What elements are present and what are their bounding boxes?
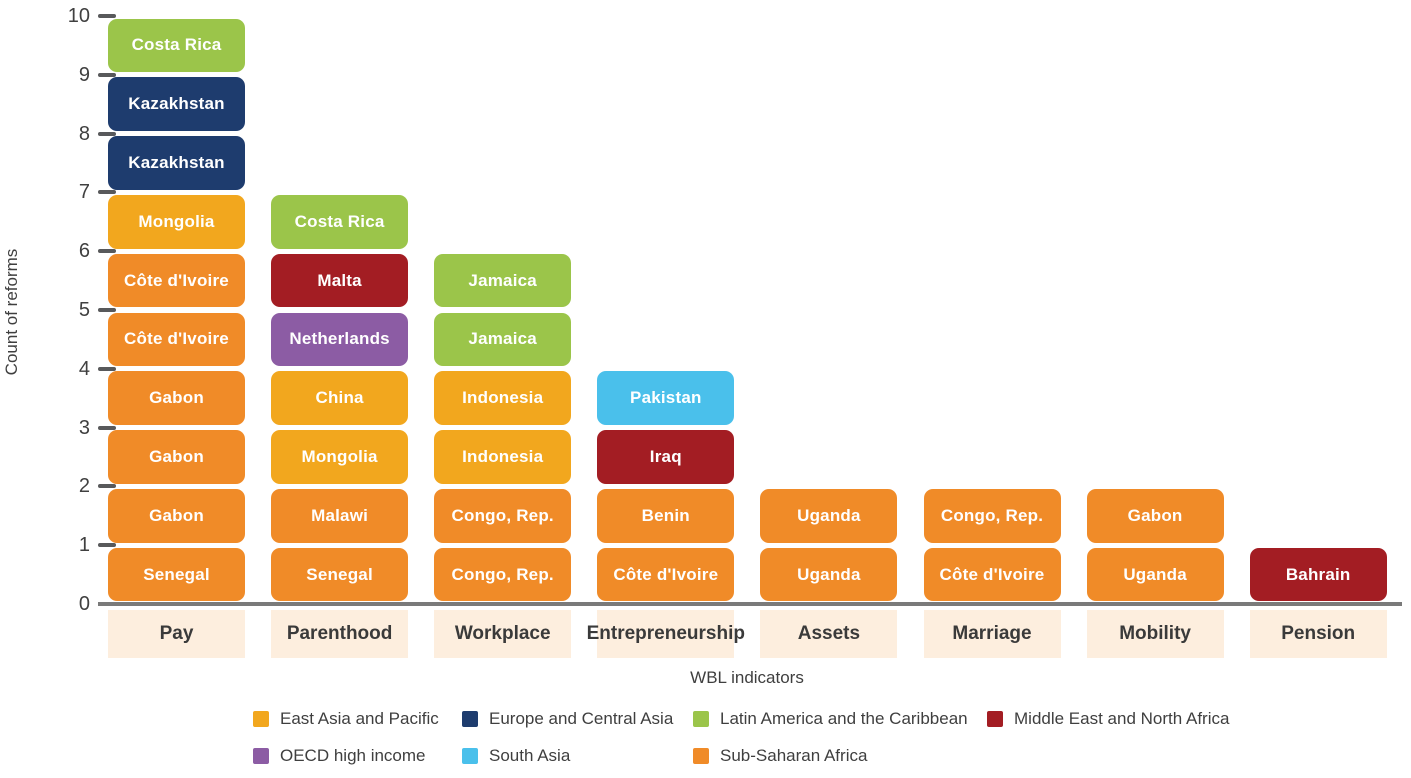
y-tick-label: 5 [78,299,90,321]
y-axis-title: Count of reforms [2,248,21,376]
legend-swatch-icon [693,748,709,764]
y-tick-mark [98,131,116,136]
legend-swatch-icon [693,711,709,727]
y-tick-mark [98,249,116,254]
legend-item-oecd: OECD high income [253,747,426,765]
y-tick-1: 1 [60,533,116,557]
reform-block: Bahrain [1249,547,1387,602]
legend-item-ssa: Sub-Saharan Africa [693,747,867,765]
reform-block: Congo, Rep. [434,547,572,602]
reform-block: Côte d'Ivoire [597,547,735,602]
legend-swatch-icon [987,711,1003,727]
y-tick-9: 9 [60,63,116,87]
reform-block: Senegal [108,547,245,602]
y-tick-label: 10 [67,5,90,27]
legend-swatch-icon [462,748,478,764]
reform-block: Côte d'Ivoire [923,547,1061,602]
y-tick-mark [98,190,116,195]
reform-block: Iraq [597,430,735,484]
reform-block: Uganda [760,488,898,543]
category-label-entrepreneurship: Entrepreneurship [587,610,745,658]
reform-block: Gabon [108,430,245,484]
legend-swatch-icon [253,711,269,727]
reform-block: Jamaica [434,312,572,367]
reform-block: Indonesia [434,430,572,484]
y-tick-label: 2 [78,475,90,498]
y-tick-label: 0 [78,593,90,615]
reform-block: Uganda [1086,547,1224,602]
category-label-pay: Pay [108,610,245,658]
legend-label: Middle East and North Africa [1014,709,1230,728]
reform-block: Jamaica [434,253,572,308]
reform-block: Mongolia [108,194,245,249]
reform-block: Gabon [108,488,245,543]
reform-block: Uganda [760,547,898,602]
reform-block: Kazakhstan [108,77,245,132]
reform-block: Congo, Rep. [923,488,1061,543]
reform-block: Benin [597,488,735,543]
y-tick-4: 4 [60,357,116,381]
reform-block: Gabon [108,371,245,426]
reform-block: Kazakhstan [108,136,245,190]
legend-swatch-icon [253,748,269,764]
reform-block: Malawi [271,488,409,543]
reform-block: Mongolia [271,430,409,484]
legend-label: Latin America and the Caribbean [720,709,968,728]
y-tick-7: 7 [60,180,116,204]
category-label-workplace: Workplace [434,610,572,658]
y-tick-label: 1 [78,534,90,557]
y-tick-6: 6 [60,239,116,263]
category-label-pension: Pension [1249,610,1387,658]
reform-block: Malta [271,253,409,308]
reform-block: Pakistan [597,371,735,426]
legend-label: East Asia and Pacific [280,709,439,728]
reform-block: Costa Rica [108,18,245,73]
reform-block: Côte d'Ivoire [108,253,245,308]
y-tick-label: 4 [78,357,90,380]
reform-block: Congo, Rep. [434,488,572,543]
legend-label: OECD high income [280,746,426,765]
legend-label: South Asia [489,746,571,765]
reform-block: Gabon [1086,488,1224,543]
category-label-marriage: Marriage [923,610,1061,658]
y-tick-mark [98,14,116,18]
category-label-assets: Assets [760,610,898,658]
y-tick-mark [98,366,116,371]
y-tick-mark [98,543,116,548]
x-axis-line [98,602,1402,606]
y-tick-2: 2 [60,474,116,498]
y-tick-label: 6 [78,240,90,263]
legend-item-sa: South Asia [462,747,570,765]
y-tick-mark [98,72,116,77]
legend-label: Sub-Saharan Africa [720,746,868,765]
reform-block: Côte d'Ivoire [108,312,245,367]
reform-block: Costa Rica [271,194,409,249]
y-tick-mark [98,308,116,312]
y-tick-label: 8 [78,122,90,145]
category-label-parenthood: Parenthood [271,610,409,658]
legend-item-lac: Latin America and the Caribbean [693,710,968,728]
legend-item-eca: Europe and Central Asia [462,710,673,728]
legend-item-eap: East Asia and Pacific [253,710,439,728]
reform-block: Netherlands [271,312,409,367]
reform-block: China [271,371,409,426]
x-axis-title: WBL indicators [690,668,804,687]
y-tick-8: 8 [60,122,116,146]
y-tick-mark [98,425,116,430]
y-tick-10: 10 [60,4,116,28]
y-tick-label: 9 [78,63,90,86]
y-tick-mark [98,484,116,489]
y-tick-label: 3 [78,416,90,439]
y-tick-5: 5 [60,298,116,322]
legend-swatch-icon [462,711,478,727]
y-tick-label: 7 [78,181,90,204]
reform-block: Indonesia [434,371,572,426]
reform-block: Senegal [271,547,409,602]
legend-item-mena: Middle East and North Africa [987,710,1229,728]
y-tick-3: 3 [60,416,116,440]
category-label-mobility: Mobility [1086,610,1224,658]
legend-label: Europe and Central Asia [489,709,674,728]
